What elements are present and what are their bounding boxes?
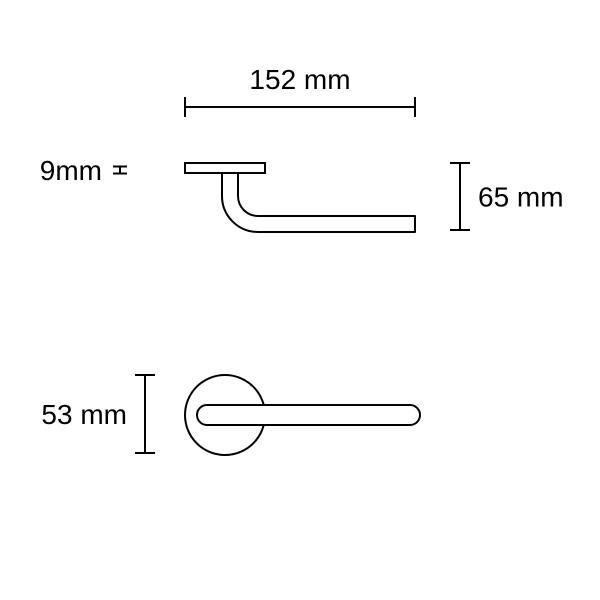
side-view-lever xyxy=(222,173,415,232)
technical-drawing: 152 mm 9mm 65 mm 53 mm xyxy=(0,0,600,600)
dim-height-label: 65 mm xyxy=(478,182,564,213)
dim-diameter-label: 53 mm xyxy=(41,399,127,430)
front-view-lever xyxy=(197,405,420,425)
side-view-rose xyxy=(185,163,265,173)
dim-width-label: 152 mm xyxy=(249,64,350,95)
dim-thickness-label: 9mm xyxy=(40,155,102,186)
